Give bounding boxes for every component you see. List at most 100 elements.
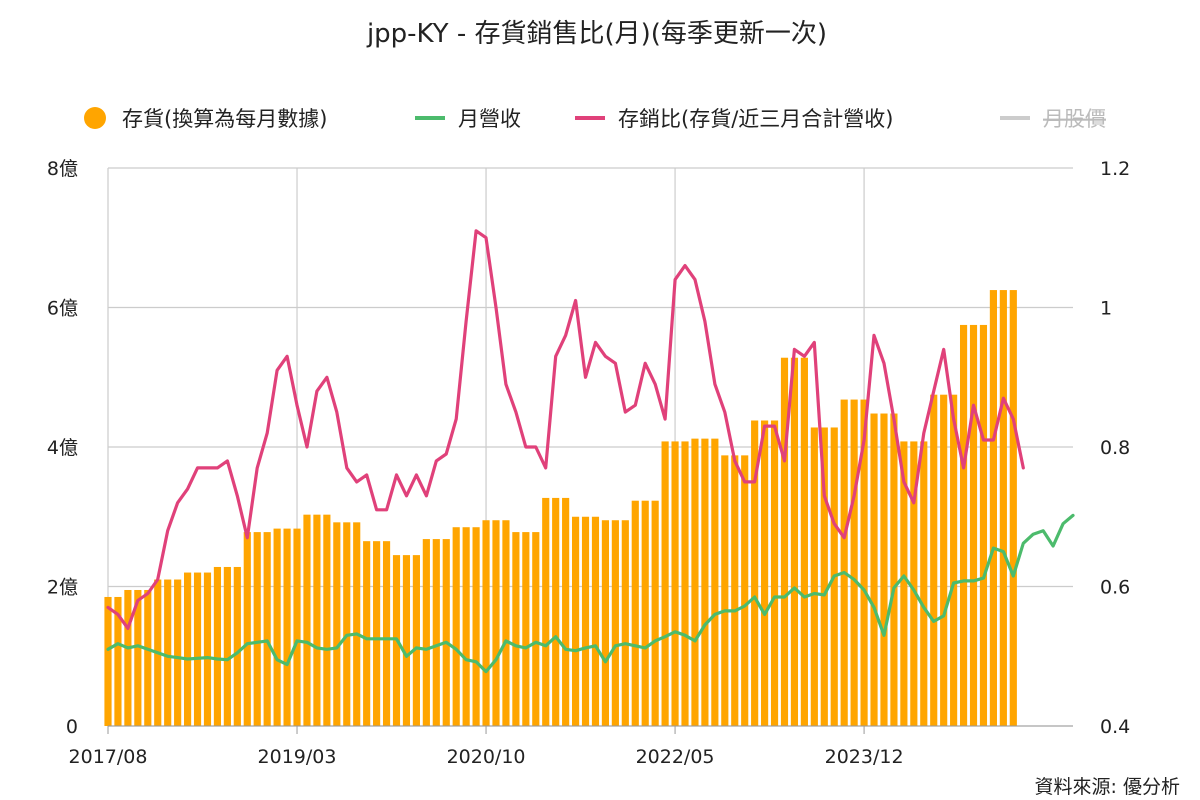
inventory-bar [442, 539, 450, 726]
inventory-bar [950, 394, 958, 726]
inventory-bar [860, 399, 868, 726]
inventory-bar [701, 438, 709, 726]
inventory-bar [213, 566, 222, 726]
legend-marker-circle [84, 107, 106, 129]
inventory-bar [661, 441, 669, 726]
inventory-bar [621, 520, 629, 726]
inventory-bar [373, 541, 381, 726]
inventory-bar [382, 541, 391, 726]
inventory-bar [273, 528, 281, 726]
inventory-bar [482, 520, 490, 726]
inventory-bar [512, 532, 520, 726]
inventory-bar [333, 522, 341, 726]
y-right-tick-label: 0.6 [1100, 577, 1130, 599]
inventory-bar [422, 539, 430, 726]
inventory-bar [930, 394, 938, 726]
inventory-bar [562, 497, 570, 726]
series-lines [106, 229, 1075, 674]
legend-item: 月營收 [415, 107, 521, 131]
x-tick-label: 2020/10 [447, 746, 526, 768]
inventory-bar [432, 539, 440, 726]
inventory-bar [691, 438, 699, 726]
inventory-bar [193, 572, 202, 726]
inventory-bar [164, 579, 172, 726]
inventory-bar [253, 532, 261, 726]
y-right-tick-label: 0.4 [1100, 716, 1130, 738]
inventory-bar [900, 441, 908, 726]
inventory-bar [283, 528, 291, 726]
inventory-bar [999, 290, 1007, 726]
inventory-bar [631, 500, 639, 726]
legend-item: 存貨(換算為每月數據) [84, 107, 327, 131]
inventory-bar [810, 427, 818, 726]
inventory-bar [462, 527, 470, 726]
inventory-bar [969, 324, 978, 726]
x-tick-label: 2017/08 [69, 746, 148, 768]
inventory-bar [571, 516, 580, 726]
inventory-bar [303, 514, 311, 726]
inventory-bar [989, 290, 997, 726]
revenue-line [106, 513, 1075, 674]
inventory-bar [681, 441, 689, 726]
inventory-bar [979, 324, 988, 726]
source-credit: 資料來源: 優分析 [1035, 776, 1180, 798]
x-tick-label: 2023/12 [825, 746, 904, 768]
inventory-bar [104, 596, 112, 726]
inventory-bar [731, 455, 739, 726]
inventory-bar [880, 413, 888, 726]
inventory-bar [940, 394, 948, 726]
inventory-bar [741, 455, 749, 726]
inventory-bar [780, 357, 789, 726]
inventory-bar [124, 589, 132, 726]
chart-title: jpp-KY - 存貨銷售比(月)(每季更新一次) [366, 19, 827, 49]
inventory-bar [363, 541, 371, 726]
y-left-tick-label: 8億 [47, 158, 78, 180]
inventory-bar [313, 514, 321, 726]
inventory-bar [581, 516, 590, 726]
inventory-bar [910, 441, 918, 726]
y-left-tick-label: 0 [66, 716, 78, 738]
inventory-bar [233, 566, 241, 726]
inventory-bar [751, 420, 759, 726]
inventory-bar [203, 572, 212, 726]
inventory-bar [770, 420, 779, 726]
inventory-bar [840, 399, 848, 726]
inventory-bar [671, 441, 679, 726]
inventory-bar [542, 497, 550, 726]
y-left-tick-label: 2億 [47, 577, 78, 599]
y-right-tick-label: 1 [1100, 298, 1112, 320]
inventory-bar [552, 497, 560, 726]
inventory-bar [144, 589, 152, 726]
inventory-bar [522, 532, 530, 726]
inventory-bar [721, 455, 729, 726]
inventory-bar [402, 555, 411, 726]
inventory-bar [711, 438, 719, 726]
legend-item: 月股價 [1000, 107, 1106, 131]
inventory-bar [820, 427, 828, 726]
inventory-bar [1009, 290, 1017, 726]
inventory-bar [184, 572, 192, 726]
inventory-bar [651, 500, 659, 726]
inventory-bar [114, 596, 122, 726]
inventory-bar [492, 520, 500, 726]
legend-label: 月股價 [1043, 107, 1106, 131]
inventory-bar [174, 579, 182, 726]
inventory-bar [502, 520, 510, 726]
legend-label: 月營收 [458, 107, 521, 131]
x-tick-label: 2022/05 [636, 746, 715, 768]
inventory-bar [890, 413, 898, 726]
inventory-bar [293, 528, 301, 726]
legend-item: 存銷比(存貨/近三月合計營收) [575, 107, 893, 131]
inventory-bar [920, 441, 928, 726]
inventory-bar [790, 357, 799, 726]
inventory-bar [611, 520, 619, 726]
y-left-tick-label: 6億 [47, 298, 78, 320]
inventory-bar [323, 514, 331, 726]
inventory-bar [223, 566, 231, 726]
inventory-bar [472, 527, 480, 726]
y-right-tick-label: 1.2 [1100, 158, 1130, 180]
inventory-bar [601, 520, 610, 726]
inventory-bar [134, 589, 142, 726]
inventory-bar [263, 532, 271, 726]
